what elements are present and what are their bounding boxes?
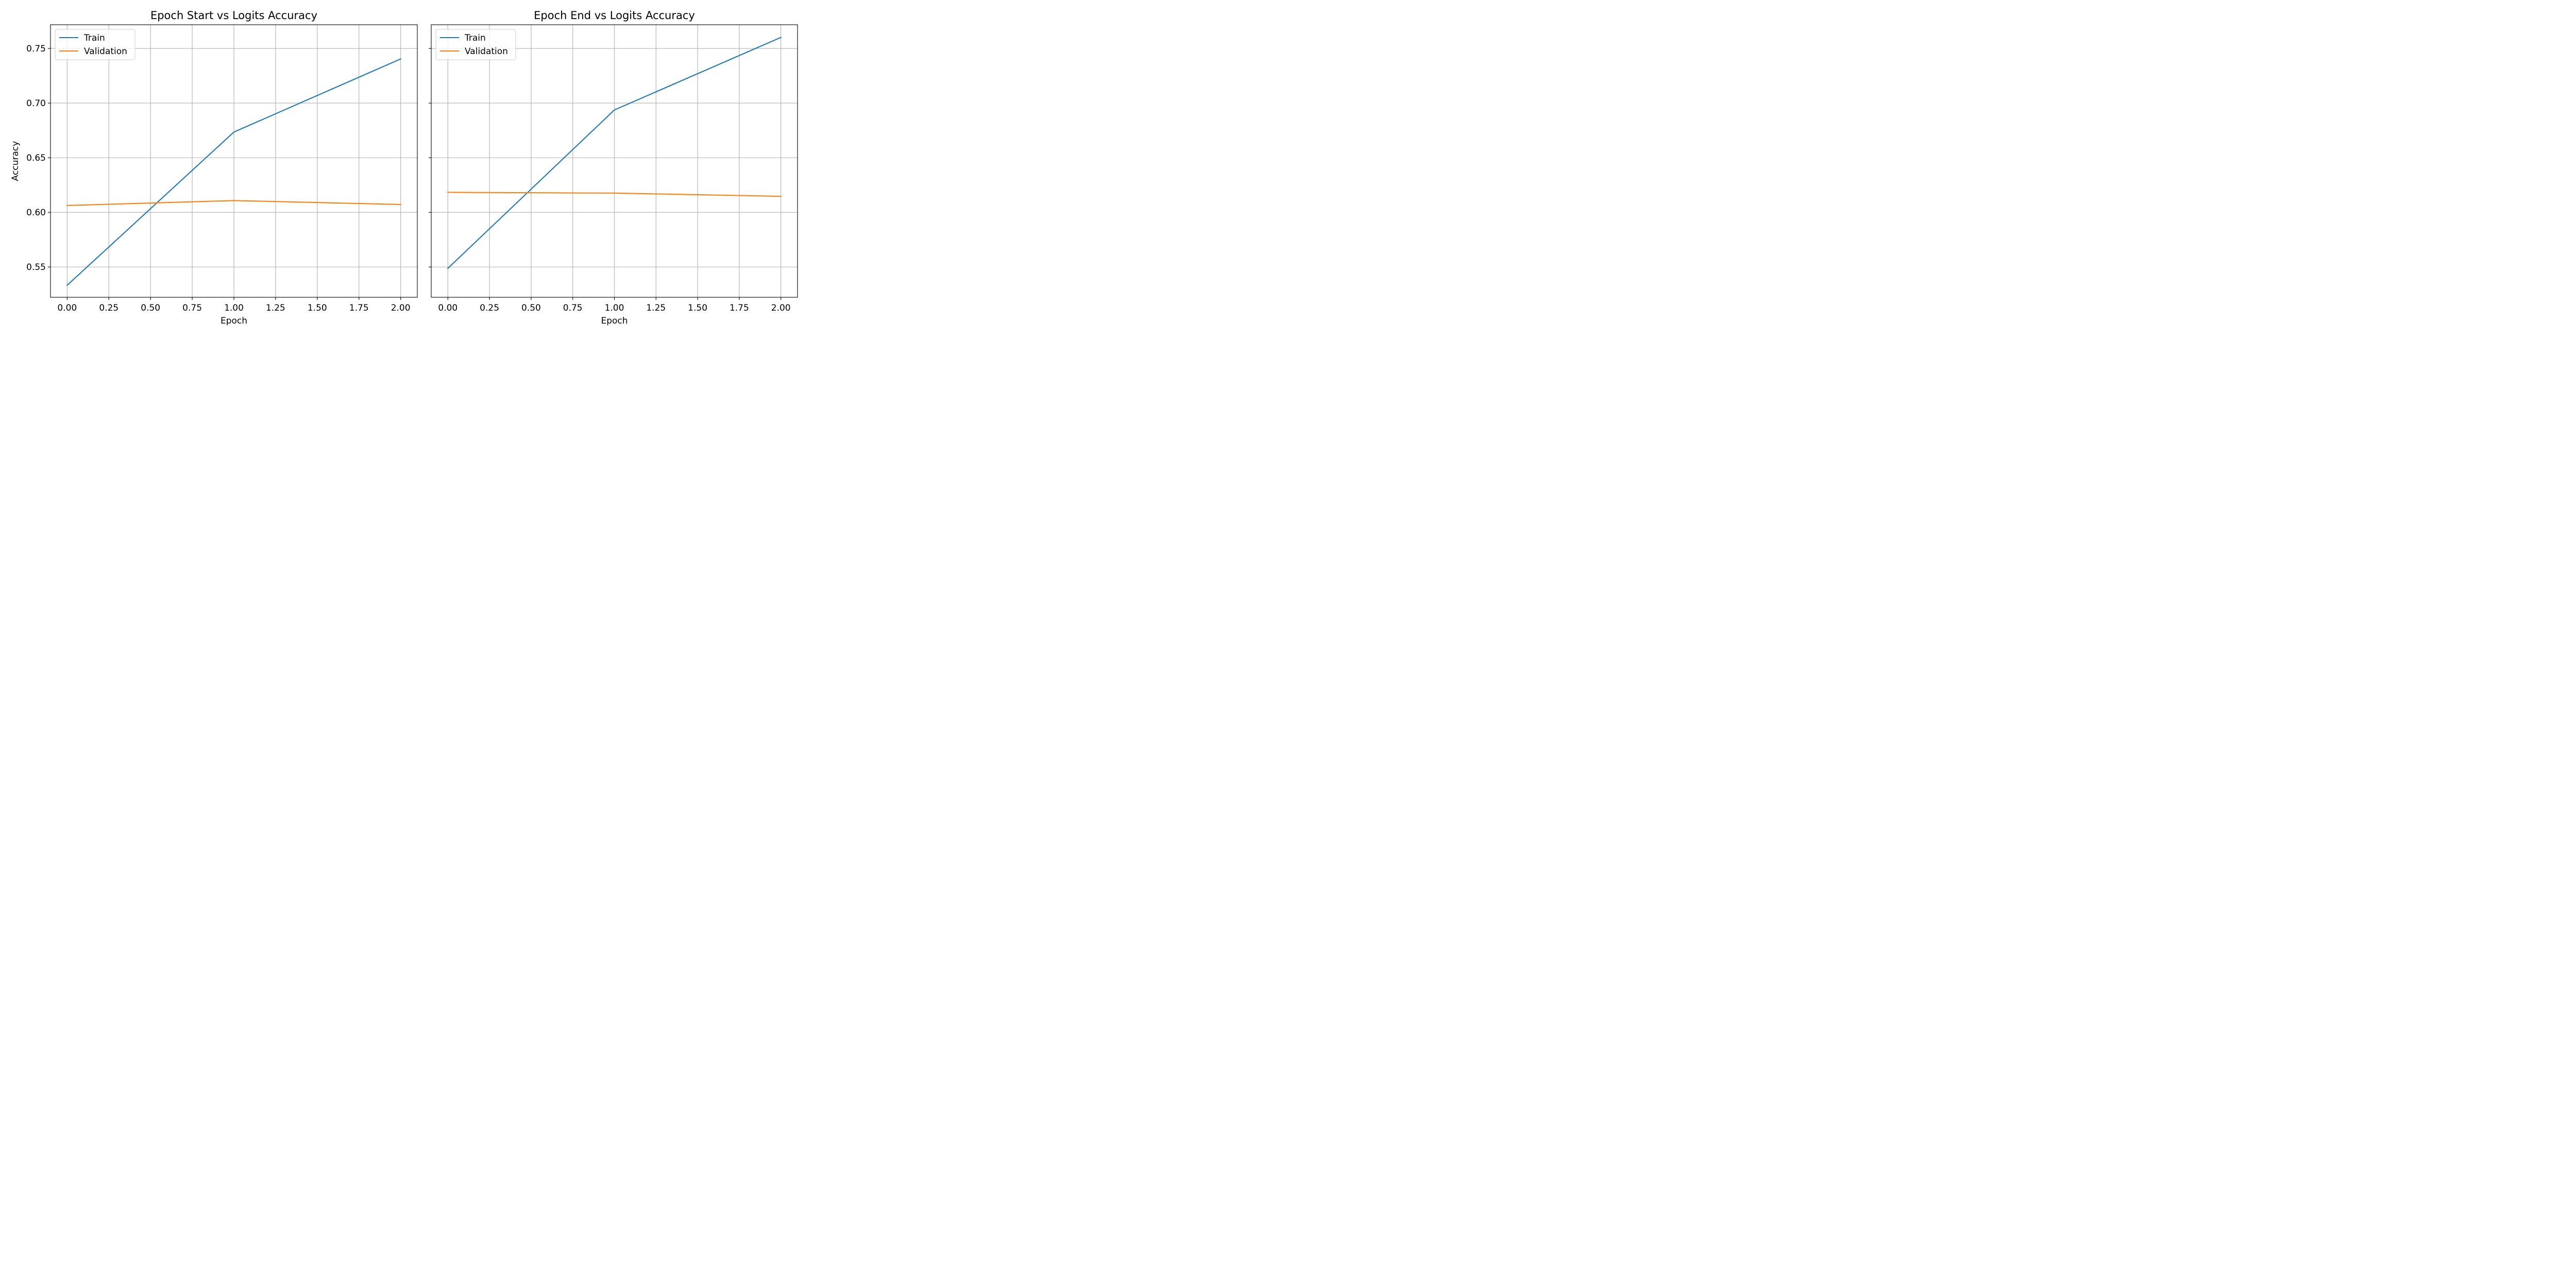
y-tick-label: 0.60 (26, 208, 46, 218)
x-tick-label: 1.25 (646, 303, 666, 313)
x-tick-label: 0.00 (438, 303, 457, 313)
x-tick-label: 0.75 (182, 303, 202, 313)
x-tick-label: 1.50 (308, 303, 327, 313)
x-tick-label: 0.50 (521, 303, 541, 313)
x-tick-label: 1.00 (224, 303, 244, 313)
legend: Train Validation (55, 29, 135, 60)
y-tick-label: 0.55 (26, 262, 46, 273)
legend-box (435, 29, 516, 60)
x-tick-label: 0.00 (57, 303, 77, 313)
x-tick-label: 1.50 (688, 303, 707, 313)
chart-title: Epoch Start vs Logits Accuracy (150, 9, 317, 22)
legend-label-train: Train (83, 33, 105, 43)
x-tick-label: 0.50 (141, 303, 160, 313)
chart-panel-2: 0.00 0.25 0.50 0.75 1.00 1.25 1.50 1.75 2.00 Epoc… (429, 9, 798, 326)
series-line-train (447, 37, 782, 269)
x-tick-label: 1.25 (266, 303, 285, 313)
series-line-validation (66, 200, 401, 206)
chart-panel-1: 0.00 0.25 0.50 0.75 1.00 1.25 1.50 1.75 2.00 0.55… (10, 9, 418, 326)
legend-label-train: Train (464, 33, 486, 43)
x-tick-label: 1.75 (730, 303, 749, 313)
y-tick-label: 0.75 (26, 44, 46, 54)
x-tick-label: 0.75 (563, 303, 583, 313)
legend-label-validation: Validation (465, 46, 508, 57)
x-tick-label: 0.25 (480, 303, 499, 313)
legend: Train Validation (435, 29, 516, 60)
x-tick-label: 0.25 (99, 303, 118, 313)
y-axis-label: Accuracy (10, 141, 21, 181)
x-axis-label: Epoch (221, 316, 247, 326)
y-tick-label: 0.65 (26, 153, 46, 163)
chart-title: Epoch End vs Logits Accuracy (534, 9, 695, 22)
legend-label-validation: Validation (84, 46, 127, 57)
x-tick-label: 1.00 (605, 303, 624, 313)
x-tick-label: 2.00 (391, 303, 411, 313)
x-tick-label: 2.00 (771, 303, 791, 313)
figure: 0.00 0.25 0.50 0.75 1.00 1.25 1.50 1.75 2.00 0.55… (10, 9, 798, 326)
series-line-train (66, 58, 402, 286)
x-tick-label: 1.75 (349, 303, 369, 313)
x-axis-label: Epoch (601, 316, 628, 326)
legend-box (55, 29, 135, 60)
series-line-validation (447, 192, 782, 197)
y-tick-label: 0.70 (26, 98, 46, 109)
